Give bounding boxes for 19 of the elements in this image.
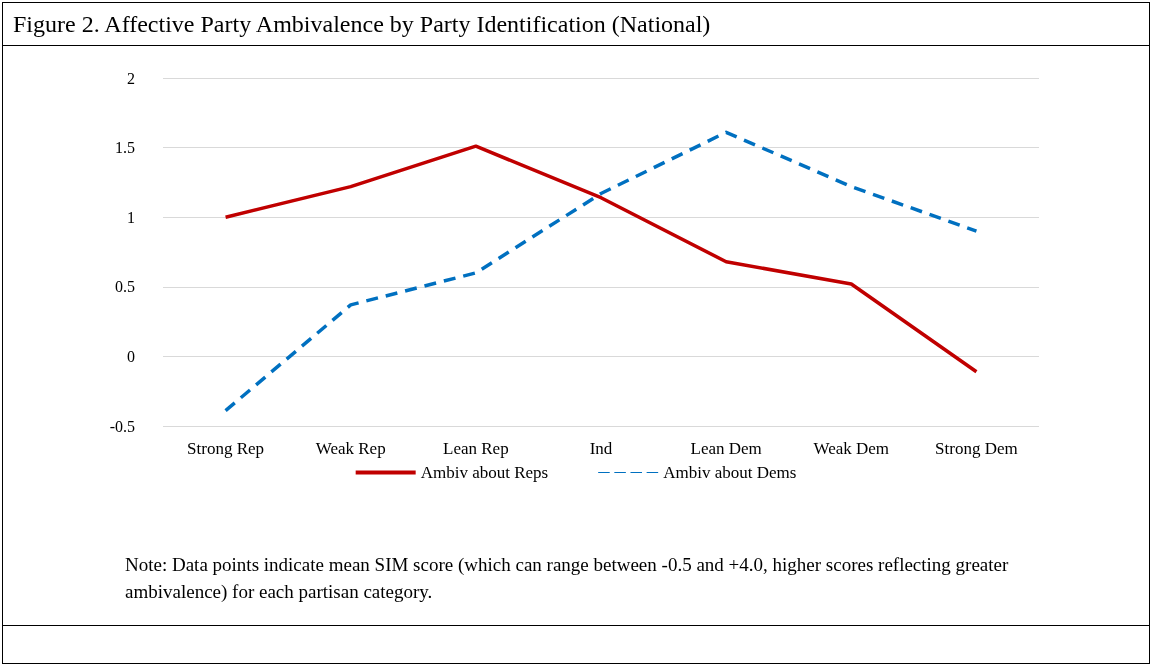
- y-tick-label: -0.5: [109, 417, 135, 435]
- x-tick-label: Weak Rep: [315, 439, 386, 458]
- line-series: [223, 130, 979, 413]
- line-series: [223, 144, 979, 374]
- chart-title: Figure 2. Affective Party Ambivalence by Party Identification (National): [3, 3, 1149, 46]
- y-tick-label: 2: [127, 69, 135, 87]
- x-tick-label: Lean Rep: [443, 439, 509, 458]
- x-tick-label: Lean Dem: [690, 439, 762, 458]
- y-tick-label: 0: [127, 347, 135, 365]
- x-tick-label: Strong Dem: [935, 439, 1018, 458]
- y-tick-label: 1.5: [115, 139, 135, 157]
- y-tick-label: 0.5: [115, 278, 135, 296]
- legend-label: Ambiv about Reps: [420, 463, 549, 482]
- x-tick-label: Weak Dem: [813, 439, 890, 458]
- x-tick-label: Strong Rep: [187, 439, 265, 458]
- x-tick-label: Ind: [589, 439, 613, 458]
- text: Note: Data points indicate mean SIM score (which can range between -0.5 and +4.0, higher scores reflecting greater ambivalence) for each partisan category.: [125, 553, 1010, 604]
- y-tick-label: 1: [127, 208, 135, 226]
- legend-label: Ambiv about Dems: [663, 463, 797, 482]
